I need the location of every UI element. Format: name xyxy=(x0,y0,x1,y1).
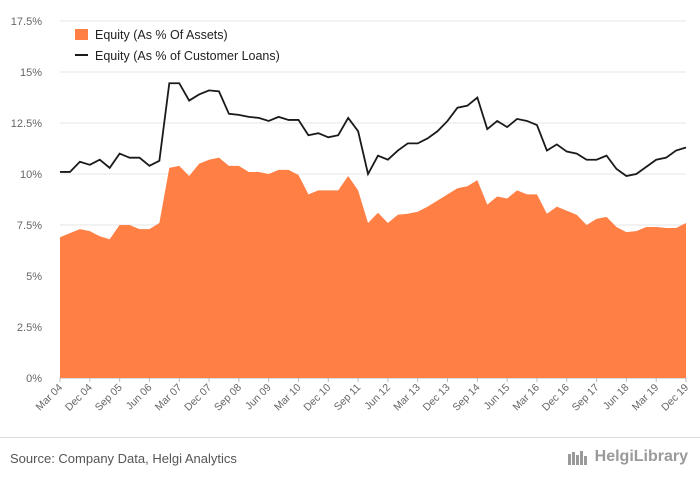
x-tick-label: Mar 13 xyxy=(391,382,423,414)
y-tick-label: 10% xyxy=(20,169,42,181)
x-tick-label: Sep 11 xyxy=(332,382,364,414)
x-tick-label: Mar 16 xyxy=(510,382,542,414)
x-tick-label: Mar 19 xyxy=(630,382,662,414)
x-tick-label: Sep 05 xyxy=(93,382,125,414)
x-tick-label: Jun 18 xyxy=(601,382,632,413)
equity-loans-line xyxy=(60,82,687,178)
library-icon xyxy=(567,451,587,465)
x-tick-label: Jun 12 xyxy=(362,382,393,413)
x-tick-label: Dec 13 xyxy=(421,382,453,414)
brand-name: HelgiLibrary xyxy=(594,448,688,465)
x-tick-label: Mar 04 xyxy=(34,382,66,414)
x-tick-label: Sep 14 xyxy=(450,382,482,414)
y-tick-label: 2.5% xyxy=(17,322,42,334)
y-tick-label: 0% xyxy=(26,373,42,385)
x-tick-label: Mar 10 xyxy=(272,382,304,414)
brand-logo: HelgiLibrary xyxy=(567,448,688,466)
y-tick-label: 12.5% xyxy=(11,118,42,130)
x-tick-label: Dec 16 xyxy=(540,382,572,414)
legend-label-loans: Equity (As % of Customer Loans) xyxy=(95,49,280,63)
y-tick-label: 17.5% xyxy=(11,16,42,28)
x-tick-label: Jun 09 xyxy=(243,382,274,413)
x-tick-label: Sep 08 xyxy=(212,382,244,414)
x-tick-label: Dec 07 xyxy=(182,382,214,414)
y-tick-label: 5% xyxy=(26,271,42,283)
y-tick-label: 15% xyxy=(20,67,42,79)
legend-swatch-area xyxy=(75,29,88,40)
equity-assets-area xyxy=(60,157,686,378)
legend-label-assets: Equity (As % Of Assets) xyxy=(95,28,228,42)
x-tick-label: Jun 15 xyxy=(481,382,512,413)
footer: Source: Company Data, Helgi Analytics He… xyxy=(0,437,700,484)
x-tick-label: Dec 10 xyxy=(301,382,333,414)
x-tick-label: Sep 17 xyxy=(570,382,602,414)
legend: Equity (As % Of Assets) Equity (As % of … xyxy=(75,28,280,63)
y-axis-ticks: 0% 2.5% 5% 7.5% 10% 12.5% 15% 17.5% xyxy=(11,16,42,385)
source-text: Source: Company Data, Helgi Analytics xyxy=(10,451,237,466)
x-tick-label: Dec 19 xyxy=(659,382,691,414)
y-tick-label: 7.5% xyxy=(17,220,42,232)
x-tick-label: Mar 07 xyxy=(153,382,185,414)
x-tick-label: Jun 06 xyxy=(124,382,155,413)
x-tick-label: Dec 04 xyxy=(63,382,95,414)
